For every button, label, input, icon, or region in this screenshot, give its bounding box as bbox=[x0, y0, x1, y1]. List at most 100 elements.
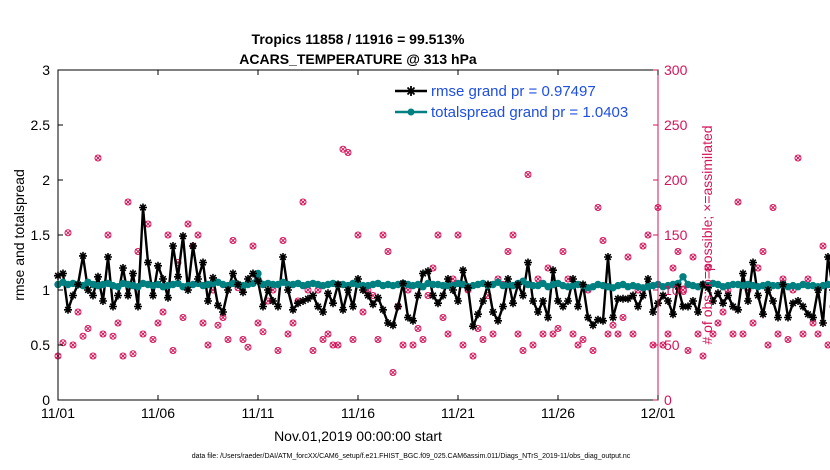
rmse-marker bbox=[219, 308, 227, 316]
obs-count-marker bbox=[644, 231, 652, 239]
obs-assimilated-cross bbox=[415, 325, 421, 332]
x-tick-label: 11/06 bbox=[141, 405, 175, 421]
obs-count-marker bbox=[359, 308, 367, 316]
obs-count-marker bbox=[89, 352, 97, 360]
obs-count-marker bbox=[569, 330, 577, 338]
obs-assimilated-cross bbox=[450, 276, 456, 282]
obs-assimilated-cross bbox=[630, 331, 636, 337]
rmse-marker bbox=[259, 302, 267, 311]
obs-assimilated-cross bbox=[275, 347, 281, 354]
obs-possible-circle bbox=[139, 330, 147, 338]
obs-possible-circle bbox=[384, 248, 392, 255]
obs-possible-circle bbox=[309, 347, 317, 354]
obs-count-marker bbox=[619, 314, 627, 321]
rmse-marker bbox=[329, 299, 337, 308]
rmse-marker bbox=[394, 302, 402, 311]
rmse-marker bbox=[129, 269, 137, 278]
legend-label: rmse grand pr = 0.97497 bbox=[431, 83, 596, 100]
rmse-marker bbox=[204, 297, 212, 305]
obs-count-marker bbox=[439, 314, 447, 321]
obs-possible-circle bbox=[469, 352, 477, 360]
obs-count-marker bbox=[164, 231, 172, 239]
rmse-marker bbox=[379, 305, 387, 314]
rmse-marker bbox=[164, 293, 172, 302]
obs-count-marker bbox=[384, 248, 392, 255]
rmse-marker bbox=[494, 316, 502, 325]
rmse-marker bbox=[594, 315, 602, 324]
rmse-marker bbox=[149, 291, 157, 300]
obs-assimilated-cross bbox=[730, 331, 736, 337]
rmse-marker bbox=[459, 266, 467, 275]
y-tick-right-label: 200 bbox=[664, 172, 688, 188]
obs-assimilated-cross bbox=[320, 336, 326, 343]
rmse-marker bbox=[579, 280, 587, 289]
obs-possible-circle bbox=[629, 330, 637, 338]
obs-possible-circle bbox=[664, 330, 672, 338]
obs-assimilated-cross bbox=[355, 232, 361, 238]
obs-possible-circle bbox=[154, 319, 162, 327]
rmse-marker bbox=[279, 253, 287, 261]
obs-count-marker bbox=[199, 319, 207, 327]
rmse-marker bbox=[474, 310, 482, 319]
rmse-marker bbox=[649, 308, 657, 316]
obs-possible-circle bbox=[289, 319, 297, 327]
rmse-marker bbox=[609, 313, 617, 322]
obs-possible-circle bbox=[729, 330, 737, 338]
rmse-marker bbox=[309, 291, 317, 300]
obs-possible-circle bbox=[619, 314, 627, 321]
rmse-marker bbox=[469, 322, 477, 331]
rmse-marker bbox=[624, 294, 632, 303]
obs-assimilated-cross bbox=[385, 248, 391, 255]
obs-possible-circle bbox=[739, 330, 747, 338]
obs-count-marker bbox=[454, 231, 462, 239]
rmse-marker bbox=[349, 302, 357, 311]
obs-count-marker bbox=[104, 231, 112, 239]
obs-count-marker bbox=[409, 341, 417, 349]
obs-assimilated-cross bbox=[260, 328, 266, 335]
obs-possible-circle bbox=[324, 330, 332, 338]
y-tick-label: 2 bbox=[42, 172, 50, 188]
rmse-marker bbox=[99, 297, 107, 305]
rmse-marker bbox=[639, 291, 647, 300]
rmse-marker bbox=[484, 280, 492, 289]
obs-possible-circle bbox=[129, 350, 137, 358]
obs-assimilated-cross bbox=[110, 333, 116, 340]
obs-possible-circle bbox=[339, 145, 347, 153]
obs-assimilated-cross bbox=[705, 265, 711, 271]
obs-possible-circle bbox=[69, 341, 77, 349]
obs-count-marker bbox=[699, 352, 707, 360]
obs-possible-circle bbox=[454, 231, 462, 239]
obs-assimilated-cross bbox=[510, 232, 516, 238]
obs-possible-circle bbox=[109, 332, 117, 340]
obs-assimilated-cross bbox=[405, 287, 411, 293]
obs-assimilated-cross bbox=[750, 320, 756, 326]
obs-assimilated-cross bbox=[775, 331, 781, 337]
rmse-marker bbox=[504, 275, 512, 283]
rmse-marker bbox=[109, 302, 117, 311]
obs-possible-circle bbox=[609, 321, 617, 329]
obs-assimilated-cross bbox=[285, 331, 291, 337]
obs-assimilated-cross bbox=[375, 336, 381, 343]
rmse-marker bbox=[319, 308, 327, 316]
obs-possible-circle bbox=[389, 369, 397, 376]
obs-assimilated-cross bbox=[770, 204, 776, 211]
obs-assimilated-cross bbox=[255, 320, 261, 326]
obs-possible-circle bbox=[769, 204, 777, 211]
obs-assimilated-cross bbox=[345, 149, 351, 156]
obs-count-marker bbox=[414, 325, 422, 332]
rmse-marker bbox=[234, 280, 242, 289]
obs-assimilated-cross bbox=[105, 232, 111, 238]
obs-count-marker bbox=[599, 237, 607, 244]
obs-possible-circle bbox=[764, 341, 772, 349]
rmse-marker bbox=[139, 203, 147, 212]
obs-count-marker bbox=[459, 341, 467, 349]
obs-assimilated-cross bbox=[505, 248, 511, 255]
obs-assimilated-cross bbox=[515, 331, 521, 337]
obs-possible-circle bbox=[329, 341, 337, 349]
obs-assimilated-cross bbox=[90, 353, 96, 359]
obs-count-marker bbox=[444, 330, 452, 338]
obs-count-marker bbox=[554, 325, 562, 332]
obs-possible-circle bbox=[194, 231, 202, 239]
obs-count-marker bbox=[124, 198, 132, 206]
rmse-marker bbox=[759, 310, 767, 319]
